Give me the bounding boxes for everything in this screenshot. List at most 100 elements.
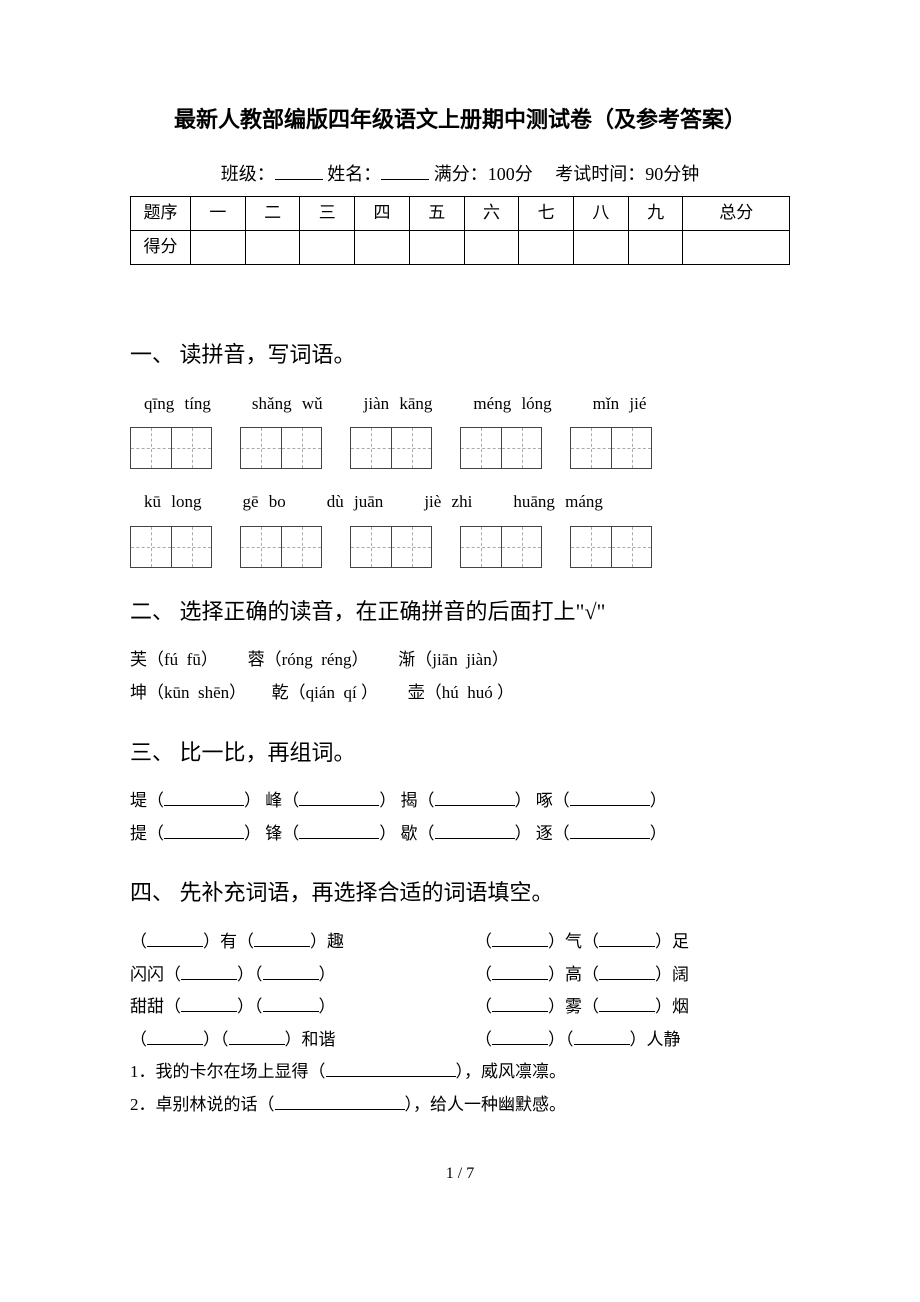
tianzi-box [240, 427, 322, 469]
blank [263, 963, 319, 980]
class-blank [275, 162, 323, 180]
score-cell [683, 230, 790, 264]
class-label: 班级： [221, 164, 275, 184]
col-header: 总分 [683, 196, 790, 230]
blank [599, 963, 655, 980]
char: 乾 [272, 683, 289, 702]
pinyin-item: shǎng wǔ [252, 394, 323, 413]
pinyin-a: qián [306, 683, 335, 702]
score-cell [519, 230, 574, 264]
tianzi-box [130, 526, 212, 568]
pinyin-item: qīng tíng [144, 394, 211, 413]
col-header: 二 [245, 196, 300, 230]
sentence-item: 1．我的卡尔在场上显得（），威风凛凛。 [130, 1057, 790, 1088]
tianzi-box [350, 427, 432, 469]
col-header: 九 [628, 196, 683, 230]
pronunciation-row: 芙（fú fū） 蓉（róng réng） 渐（jiān jiàn） [130, 645, 790, 676]
col-header: 四 [355, 196, 410, 230]
col-header: 七 [519, 196, 574, 230]
idiom-row: （）有（）趣 （）气（）足 [130, 927, 790, 958]
pinyin-item: dù juān [327, 492, 384, 511]
text: ） [319, 965, 336, 984]
text: （ [475, 932, 492, 951]
blank [570, 822, 650, 839]
col-header: 三 [300, 196, 355, 230]
score-cell [628, 230, 683, 264]
text: ），威风凛凛。 [456, 1062, 567, 1081]
char: 坤 [130, 683, 147, 702]
text: （ [130, 932, 147, 951]
tianzi-box [570, 427, 652, 469]
text: ）（ [237, 965, 263, 984]
pronunciation-row: 坤（kūn shēn） 乾（qián qí ） 壶（hú huó ） [130, 678, 790, 709]
text: ）足 [655, 932, 689, 951]
text: ）趣 [310, 932, 344, 951]
section1-heading: 一、 读拼音，写词语。 [130, 335, 790, 375]
char: 蓉 [248, 650, 265, 669]
blank [181, 963, 237, 980]
score-cell [464, 230, 519, 264]
text: （ [475, 965, 492, 984]
blank [299, 789, 379, 806]
pinyin-a: jiān [432, 650, 458, 669]
tianzi-box [460, 427, 542, 469]
pinyin-item: mǐn jié [593, 394, 647, 413]
meta-line: 班级： 姓名： 满分：100分 考试时间：90分钟 [130, 158, 790, 190]
tianzi-box [570, 526, 652, 568]
name-label: 姓名： [327, 164, 381, 184]
text: ）人静 [630, 1030, 681, 1049]
score-cell [409, 230, 464, 264]
col-header: 一 [191, 196, 246, 230]
text: 卓别林说的话（ [156, 1095, 275, 1114]
sentence-item: 2．卓别林说的话（ ），给人一种幽默感。 [130, 1090, 790, 1121]
text: 甜甜（ [130, 997, 181, 1016]
text: ）烟 [655, 997, 689, 1016]
section2-heading: 二、 选择正确的读音，在正确拼音的后面打上"√" [130, 592, 790, 632]
pinyin-item: jiè zhi [424, 492, 472, 511]
text: 闪闪（ [130, 965, 181, 984]
pinyin-item: huāng máng [513, 492, 603, 511]
pinyin-row: kū long gē bo dù juān jiè zhi huāng máng [144, 487, 790, 518]
blank [147, 930, 203, 947]
char: 提 [130, 824, 147, 843]
char: 渐 [398, 650, 415, 669]
col-header: 五 [409, 196, 464, 230]
row-label: 得分 [131, 230, 191, 264]
text: ），给人一种幽默感。 [405, 1095, 567, 1114]
pinyin-item: gē bo [242, 492, 285, 511]
score-cell [300, 230, 355, 264]
page-number: 1 / 7 [130, 1160, 790, 1189]
char: 芙 [130, 650, 147, 669]
col-header: 八 [574, 196, 629, 230]
text: （ [130, 1030, 147, 1049]
blank [492, 995, 548, 1012]
pinyin-item: kū long [144, 492, 201, 511]
idiom-row: 闪闪（）（） （）高（）阔 [130, 960, 790, 991]
blank [435, 822, 515, 839]
score-cell [191, 230, 246, 264]
pinyin-b: fū [187, 650, 201, 669]
blank [275, 1093, 405, 1110]
char: 揭 [401, 791, 418, 810]
document-title: 最新人教部编版四年级语文上册期中测试卷（及参考答案） [130, 100, 790, 140]
char: 峰 [265, 791, 282, 810]
tianzi-row [130, 526, 790, 568]
item-num: 2． [130, 1095, 156, 1114]
char: 啄 [536, 791, 553, 810]
col-header: 六 [464, 196, 519, 230]
time-value: 90分钟 [645, 164, 699, 184]
pinyin-row: qīng tíng shǎng wǔ jiàn kāng méng lóng m… [144, 389, 790, 420]
blank [254, 930, 310, 947]
text: ）和谐 [285, 1030, 336, 1049]
pinyin-b: huó [467, 683, 493, 702]
blank [570, 789, 650, 806]
pinyin-a: kūn [164, 683, 190, 702]
text: ）高（ [548, 965, 599, 984]
blank [599, 930, 655, 947]
time-label: 考试时间： [555, 164, 645, 184]
tianzi-box [240, 526, 322, 568]
blank [326, 1060, 456, 1077]
text: 我的卡尔在场上显得（ [156, 1062, 326, 1081]
blank [299, 822, 379, 839]
blank [574, 1028, 630, 1045]
